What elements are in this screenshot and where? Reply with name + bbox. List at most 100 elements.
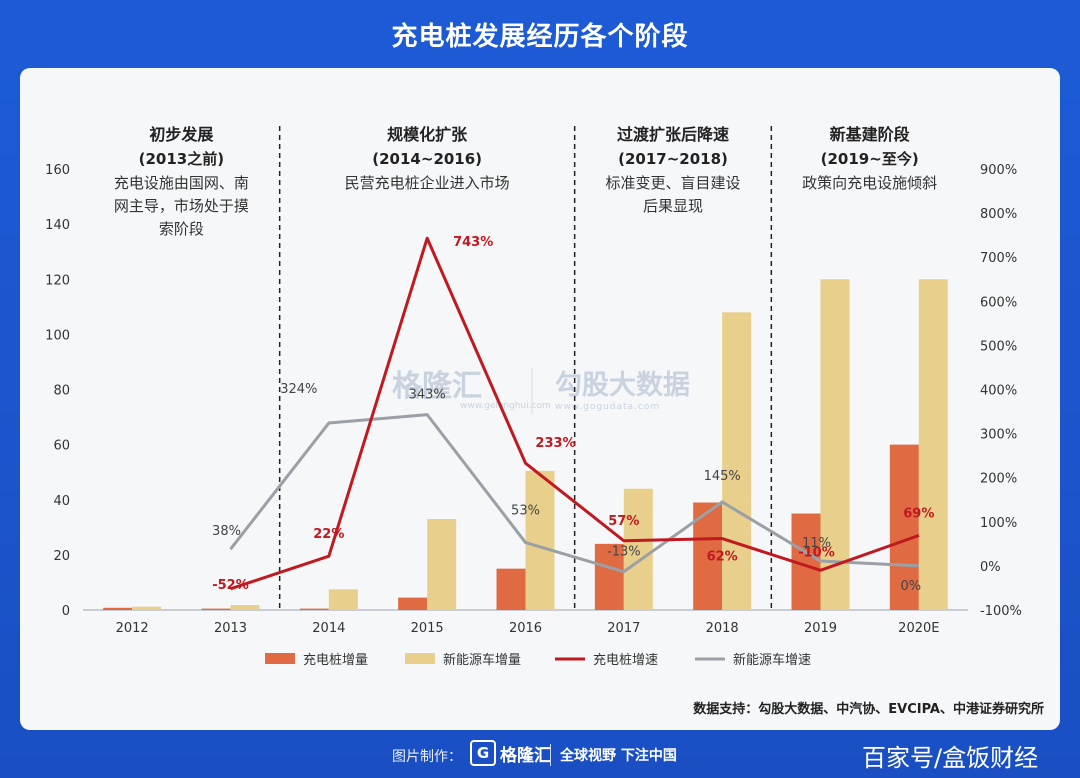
logo-icon: G [470,740,496,766]
label-nev-growth: 0% [901,579,922,594]
footer-logo-text: 格隆汇 [500,745,551,766]
bar-nev-increment [132,606,162,610]
bar-charger-increment [103,607,133,610]
y-tick-label: 60 [53,439,70,454]
legend-swatch [405,653,435,664]
y2-tick-label: 500% [980,339,1017,354]
label-nev-growth: 324% [280,382,317,397]
stage-title: 新基建阶段 [830,125,911,144]
bar-nev-increment [918,279,948,610]
label-nev-growth: 343% [409,388,446,403]
x-tick-label: 2014 [312,621,345,636]
label-nev-growth: 11% [802,536,831,551]
label-nev-growth: 53% [511,504,540,519]
y2-tick-label: 800% [980,207,1017,222]
x-tick-label: 2018 [706,621,739,636]
bar-charger-increment [299,608,329,610]
label-nev-growth: 38% [212,524,241,539]
label-charger-growth: 62% [707,550,738,565]
y-tick-label: 140 [45,218,70,233]
label-charger-growth: 743% [453,235,493,250]
x-tick-label: 2013 [214,621,247,636]
label-charger-growth: -52% [212,578,249,593]
stage-period: (2014~2016) [372,150,482,168]
stage-desc: 标准变更、盲目建设 [605,174,740,192]
label-charger-growth: -10% [798,545,835,560]
legend-label: 充电桩增速 [593,652,658,668]
stage-desc: 网主导，市场处于摸 [114,197,249,215]
bar-nev-increment [525,470,555,610]
x-tick-label: 2016 [509,621,542,636]
y-tick-label: 160 [45,163,70,178]
legend-label: 充电桩增量 [303,652,368,668]
page-title: 充电桩发展经历各个阶段 [391,22,689,52]
label-charger-growth: 57% [608,514,639,529]
footer-divider [550,744,551,766]
stage-title: 规模化扩张 [387,125,468,144]
footer-made-by: 图片制作： [392,749,462,765]
y-tick-label: 100 [45,328,70,343]
footer-slogan: 全球视野 下注中国 [560,748,677,764]
x-tick-label: 2015 [411,621,444,636]
bar-nev-increment [722,312,752,610]
y2-tick-label: -100% [980,604,1022,619]
y-tick-label: 40 [53,494,70,509]
label-charger-growth: 69% [903,506,934,521]
watermark-left-url: www.gelonghui.com [460,401,551,411]
y2-tick-label: 0% [980,560,1001,575]
y-tick-label: 120 [45,273,70,288]
bar-charger-increment [201,608,231,610]
y-tick-label: 80 [53,384,70,399]
stage-period: (2017~2018) [618,150,728,168]
stage-desc: 充电设施由国网、南 [114,174,249,192]
watermark-right: 勾股大数据 [555,370,690,401]
x-tick-label: 2017 [607,621,640,636]
label-charger-growth: 233% [535,436,575,451]
legend-label: 新能源车增量 [443,652,521,668]
stage-period: (2019~至今) [821,150,919,168]
bar-nev-increment [328,589,358,610]
chart-card: 格隆汇 www.gelonghui.com 勾股大数据 www.gogudata.co… [20,68,1060,730]
bar-charger-increment [398,597,428,610]
label-charger-growth: 22% [313,527,344,542]
bar-nev-increment [427,519,457,610]
footer: 图片制作： G 格隆汇 全球视野 下注中国 百家号/盒饭财经 [0,736,1080,778]
y-tick-label: 20 [53,549,70,564]
y2-tick-label: 900% [980,163,1017,178]
legend-label: 新能源车增速 [733,652,811,668]
source-note: 数据支持：勾股大数据、中汽协、EVCIPA、中港证券研究所 [693,701,1044,717]
x-tick-label: 2012 [116,621,149,636]
bar-charger-increment [889,444,919,610]
watermark-right-url: www.gogudata.com [555,402,660,412]
bar-nev-increment [230,605,260,610]
footer-logo: G 格隆汇 [470,740,551,766]
y-tick-label: 0 [62,604,70,619]
bar-nev-increment [623,488,653,610]
label-nev-growth: -13% [607,545,641,560]
x-tick-label: 2019 [804,621,837,636]
y2-tick-label: 600% [980,295,1017,310]
watermark-left: 格隆汇 [392,369,482,404]
x-tick-label: 2020E [898,621,939,636]
stage-desc: 民营充电桩企业进入市场 [345,174,510,192]
stage-desc: 索阶段 [159,220,204,238]
stage-title: 初步发展 [149,125,214,144]
bar-charger-increment [594,543,624,610]
bar-charger-increment [496,568,526,610]
line-nev-growth [229,413,919,574]
y2-tick-label: 200% [980,472,1017,487]
footer-brand: 百家号/盒饭财经 [862,744,1039,772]
legend-swatch [265,653,295,664]
y2-tick-label: 700% [980,251,1017,266]
y2-tick-label: 300% [980,428,1017,443]
stage-title: 过渡扩张后降速 [617,125,729,144]
y2-tick-label: 100% [980,516,1017,531]
label-nev-growth: 145% [704,469,741,484]
stage-period: (2013之前) [139,150,224,168]
stage-desc: 后果显现 [643,197,703,215]
stage-desc: 政策向充电设施倾斜 [802,174,937,192]
y2-tick-label: 400% [980,384,1017,399]
line-charger-growth [230,236,920,591]
bar-nev-increment [820,279,850,610]
